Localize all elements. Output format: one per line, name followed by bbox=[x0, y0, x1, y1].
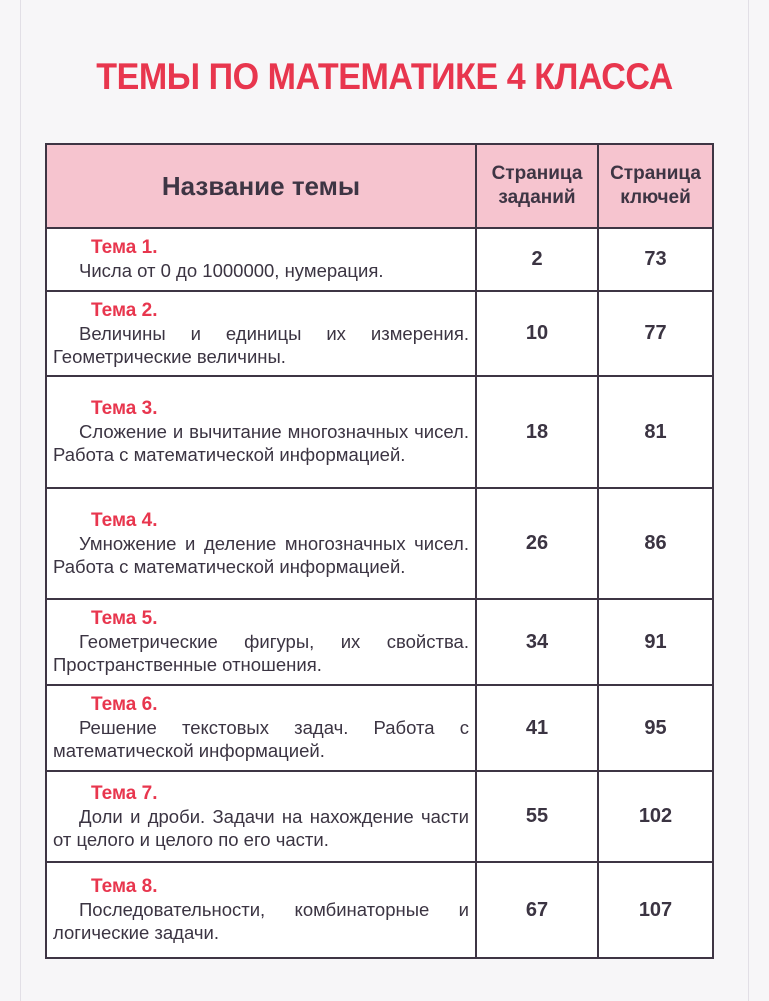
topic-number: Тема 6. bbox=[91, 694, 158, 715]
topic-cell: Тема 7. Доли и дроби. Задачи на нахожден… bbox=[45, 770, 477, 863]
topic-cell: Тема 2. Величины и единицы их измерения.… bbox=[45, 290, 477, 377]
keys-page-number: 77 bbox=[597, 290, 714, 377]
keys-page-number: 91 bbox=[597, 598, 714, 686]
topic-cell: Тема 5. Геометрические фигуры, их свойст… bbox=[45, 598, 477, 686]
topic-number: Тема 3. bbox=[91, 398, 158, 419]
table-row: Тема 3. Сложение и вычитание многозначны… bbox=[45, 375, 714, 489]
header-keys-page: Страница ключей bbox=[597, 143, 714, 229]
page-title: ТЕМЫ ПО МАТЕМАТИКЕ 4 КЛАССА bbox=[96, 56, 673, 97]
keys-page-number: 102 bbox=[597, 770, 714, 863]
keys-page-number: 107 bbox=[597, 861, 714, 959]
table-row: Тема 2. Величины и единицы их измерения.… bbox=[45, 290, 714, 377]
table-row: Тема 8. Последовательности, комбинаторны… bbox=[45, 861, 714, 959]
topic-number: Тема 1. bbox=[91, 237, 158, 258]
topic-description: Решение текстовых задач. Работа с матема… bbox=[53, 717, 469, 761]
tasks-page-number: 10 bbox=[475, 290, 599, 377]
topic-cell: Тема 3. Сложение и вычитание многозначны… bbox=[45, 375, 477, 489]
topic-description: Умножение и деление многозначных чисел. … bbox=[53, 532, 469, 577]
keys-page-number: 73 bbox=[597, 227, 714, 292]
table-row: Тема 5. Геометрические фигуры, их свойст… bbox=[45, 598, 714, 686]
keys-page-number: 81 bbox=[597, 375, 714, 489]
keys-page-number: 86 bbox=[597, 487, 714, 600]
topic-number: Тема 5. bbox=[91, 608, 158, 629]
topic-number: Тема 8. bbox=[91, 876, 158, 897]
tasks-page-number: 2 bbox=[475, 227, 599, 292]
topic-description: Сложение и вычитание многозначных чисел.… bbox=[53, 421, 469, 465]
topic-number: Тема 2. bbox=[91, 299, 158, 321]
tasks-page-number: 34 bbox=[475, 598, 599, 686]
topic-number: Тема 7. bbox=[91, 782, 158, 804]
tasks-page-number: 18 bbox=[475, 375, 599, 489]
topic-number: Тема 4. bbox=[91, 509, 158, 531]
topic-description: Геометрические фигуры, их свойства. Прос… bbox=[53, 631, 469, 675]
header-tasks-page: Страница заданий bbox=[475, 143, 599, 229]
table-header-row: Название темы Страница заданий Страница … bbox=[45, 143, 714, 229]
table-row: Тема 7. Доли и дроби. Задачи на нахожден… bbox=[45, 770, 714, 863]
page-margin-line bbox=[20, 0, 21, 1001]
topic-cell: Тема 8. Последовательности, комбинаторны… bbox=[45, 861, 477, 959]
keys-page-number: 95 bbox=[597, 684, 714, 772]
topic-cell: Тема 6. Решение текстовых задач. Работа … bbox=[45, 684, 477, 772]
topic-description: Величины и единицы их измерения. Геометр… bbox=[53, 322, 469, 367]
tasks-page-number: 41 bbox=[475, 684, 599, 772]
header-topic-name: Название темы bbox=[45, 143, 477, 229]
topic-description: Последовательности, комбинаторные и логи… bbox=[53, 899, 469, 943]
tasks-page-number: 26 bbox=[475, 487, 599, 600]
page-margin-line bbox=[748, 0, 749, 1001]
topic-cell: Тема 4. Умножение и деление многозначных… bbox=[45, 487, 477, 600]
tasks-page-number: 55 bbox=[475, 770, 599, 863]
topic-description: Доли и дроби. Задачи на нахождение части… bbox=[53, 805, 469, 850]
table-row: Тема 4. Умножение и деление многозначных… bbox=[45, 487, 714, 600]
table-row: Тема 6. Решение текстовых задач. Работа … bbox=[45, 684, 714, 772]
tasks-page-number: 67 bbox=[475, 861, 599, 959]
table-row: Тема 1. Числа от 0 до 1000000, нумерация… bbox=[45, 227, 714, 292]
topics-table: Название темы Страница заданий Страница … bbox=[45, 143, 714, 959]
topic-cell: Тема 1. Числа от 0 до 1000000, нумерация… bbox=[45, 227, 477, 292]
topic-description: Числа от 0 до 1000000, нумерация. bbox=[79, 260, 384, 281]
